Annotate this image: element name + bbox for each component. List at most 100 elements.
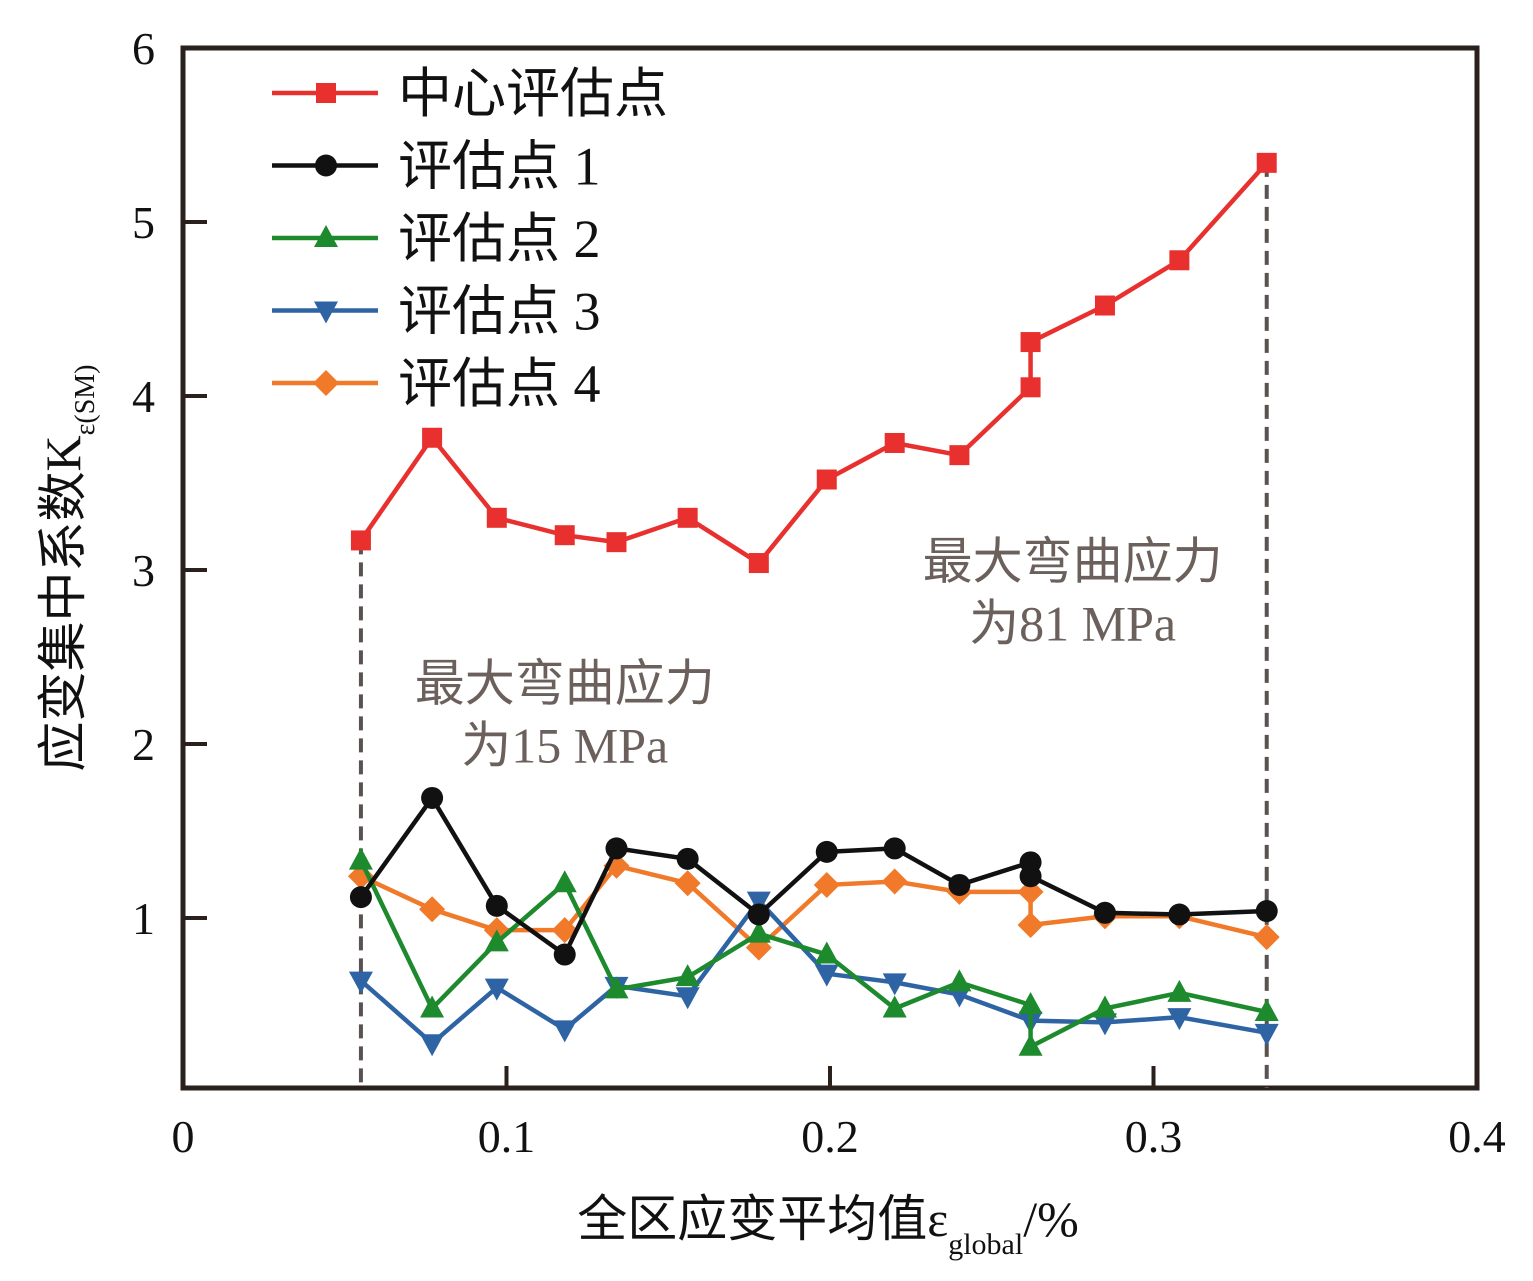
x-axis-title-suffix: /% bbox=[1023, 1191, 1079, 1247]
y-axis-title-sub: ε(SM) bbox=[70, 365, 101, 436]
legend-item: 评估点 2 bbox=[272, 209, 601, 269]
data-point-diamond bbox=[1253, 924, 1280, 951]
data-point-circle bbox=[1019, 865, 1042, 888]
data-point-square bbox=[884, 432, 905, 453]
data-point-triangle-down bbox=[1254, 1023, 1279, 1046]
data-point-diamond bbox=[674, 870, 701, 897]
legend-item: 中心评估点 bbox=[272, 64, 668, 124]
data-point-triangle-up bbox=[947, 969, 972, 992]
legend-item: 评估点 1 bbox=[272, 137, 601, 197]
data-point-square bbox=[422, 427, 443, 448]
data-point-triangle-up bbox=[814, 941, 839, 964]
data-point-circle bbox=[883, 837, 906, 860]
data-point-circle bbox=[948, 873, 971, 896]
data-point-circle bbox=[815, 840, 838, 863]
data-point-circle bbox=[1093, 901, 1116, 924]
x-tick-label: 0.2 bbox=[801, 1111, 859, 1162]
axis-ticks: 0 0.1 0.2 0.3 0.4 1 2 3 4 5 6 bbox=[132, 23, 1506, 1162]
data-point-circle bbox=[553, 943, 576, 966]
data-point-triangle-up bbox=[484, 929, 509, 952]
data-point-diamond bbox=[1017, 911, 1044, 938]
series-1 bbox=[349, 786, 1278, 966]
data-point-triangle-up bbox=[1167, 979, 1192, 1002]
series-line bbox=[359, 898, 1268, 1046]
data-point-triangle-up bbox=[746, 920, 771, 943]
data-point-triangle-up bbox=[604, 976, 629, 999]
annotation-text: 最大弯曲应力为81 MPa bbox=[923, 534, 1223, 652]
data-point-circle bbox=[349, 886, 372, 909]
annotation-line: 最大弯曲应力 bbox=[923, 534, 1223, 590]
x-tick-label: 0 bbox=[172, 1111, 195, 1162]
data-point-circle bbox=[315, 154, 337, 177]
annotation-line: 为81 MPa bbox=[969, 596, 1176, 652]
data-point-triangle-down bbox=[746, 891, 771, 914]
data-point-square bbox=[949, 445, 970, 466]
data-point-square bbox=[554, 525, 575, 546]
data-point-triangle-up bbox=[552, 870, 577, 893]
x-axis-title: 全区应变平均值εglobal/% bbox=[577, 1191, 1079, 1261]
y-tick-label: 1 bbox=[132, 893, 155, 944]
y-axis-title-main: 应变集中系数K bbox=[35, 435, 91, 771]
data-point-circle bbox=[485, 894, 508, 917]
data-point-circle bbox=[676, 847, 699, 870]
x-tick-label: 0.3 bbox=[1125, 1111, 1183, 1162]
data-point-diamond bbox=[1017, 878, 1044, 905]
data-point-square bbox=[1020, 377, 1041, 398]
data-point-triangle-down bbox=[1167, 1008, 1192, 1031]
series-0 bbox=[350, 152, 1277, 574]
legend-label: 评估点 1 bbox=[398, 137, 601, 197]
data-point-triangle-down bbox=[882, 973, 907, 996]
data-point-square bbox=[1256, 152, 1277, 173]
data-point-circle bbox=[421, 786, 444, 809]
data-point-circle bbox=[1255, 900, 1278, 923]
plot-border bbox=[180, 45, 1480, 1091]
data-point-triangle-down bbox=[420, 1034, 445, 1057]
data-point-triangle-up bbox=[1254, 998, 1279, 1021]
data-point-triangle-down bbox=[552, 1020, 577, 1043]
data-point-triangle-down bbox=[814, 964, 839, 987]
y-tick-label: 5 bbox=[132, 197, 155, 248]
data-point-diamond bbox=[419, 896, 446, 923]
data-point-square bbox=[1020, 332, 1041, 353]
y-tick-label: 6 bbox=[132, 23, 155, 74]
data-point-triangle-up bbox=[1018, 1033, 1043, 1056]
data-point-triangle-up bbox=[882, 995, 907, 1018]
data-point-triangle-up bbox=[314, 225, 338, 247]
data-point-triangle-down bbox=[1092, 1013, 1117, 1036]
data-point-square bbox=[316, 83, 336, 103]
legend-item: 评估点 4 bbox=[272, 354, 601, 414]
data-point-square bbox=[748, 553, 769, 574]
series-3 bbox=[348, 891, 1279, 1057]
x-tick-label: 0.1 bbox=[478, 1111, 536, 1162]
legend-label: 中心评估点 bbox=[398, 64, 668, 124]
data-point-triangle-down bbox=[314, 301, 338, 324]
data-point-circle bbox=[747, 903, 770, 926]
legend-label: 评估点 3 bbox=[398, 282, 601, 342]
data-point-triangle-up bbox=[420, 995, 445, 1018]
data-point-square bbox=[606, 532, 627, 553]
data-point-square bbox=[816, 469, 837, 490]
plot-frame bbox=[180, 45, 1480, 1091]
annotation-line: 为15 MPa bbox=[461, 718, 668, 774]
annotation-text: 最大弯曲应力为15 MPa bbox=[415, 656, 715, 774]
data-point-square bbox=[486, 507, 507, 528]
data-point-diamond bbox=[313, 370, 339, 396]
data-point-triangle-up bbox=[348, 847, 373, 870]
data-point-square bbox=[1169, 250, 1190, 271]
data-point-circle bbox=[605, 837, 628, 860]
y-tick-label: 2 bbox=[132, 719, 155, 770]
legend-item: 评估点 3 bbox=[272, 282, 601, 342]
x-tick-label: 0.4 bbox=[1448, 1111, 1506, 1162]
data-point-square bbox=[350, 530, 371, 551]
y-axis-title: 应变集中系数Kε(SM) bbox=[35, 365, 101, 772]
series-layer bbox=[347, 152, 1280, 1057]
legend-label: 评估点 2 bbox=[398, 209, 601, 269]
data-point-diamond bbox=[881, 868, 908, 895]
data-point-triangle-down bbox=[484, 978, 509, 1001]
data-point-triangle-up bbox=[1018, 992, 1043, 1014]
annotation-line: 最大弯曲应力 bbox=[415, 656, 715, 712]
x-axis-title-main: 全区应变平均值ε bbox=[577, 1191, 948, 1247]
data-point-triangle-up bbox=[1092, 995, 1117, 1018]
